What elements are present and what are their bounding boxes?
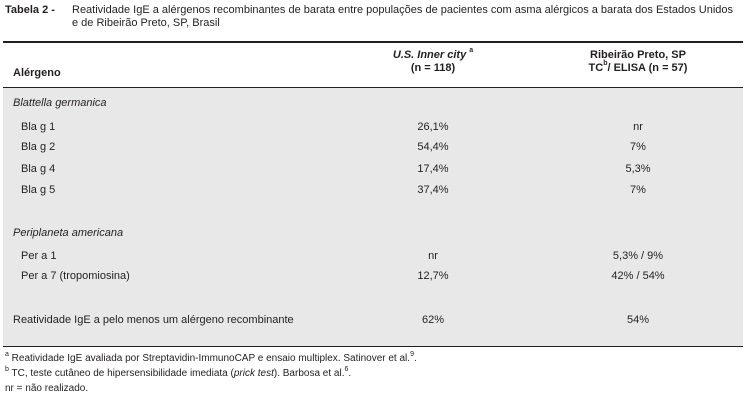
allergen-cell: Per a 1: [21, 250, 57, 262]
header-rp-name: Ribeirão Preto, SP: [590, 49, 686, 61]
footnote-b-italic: prick test: [233, 368, 274, 379]
allergen-cell: Per a 7 (tropomiosina): [21, 270, 130, 282]
us-value-cell: nr: [428, 250, 438, 262]
header-ribeirao-preto: Ribeirão Preto, SP TCb/ ELISA (n = 57): [543, 49, 733, 75]
header-allergen: Alérgeno: [13, 67, 61, 79]
us-value-cell: 54,4%: [417, 141, 449, 153]
allergen-cell: Bla g 2: [21, 141, 56, 153]
header-rp-method-b: / ELISA (n = 57): [607, 62, 688, 74]
footnote-b-text-2: ). Barbosa et al.: [273, 368, 345, 379]
footnote-a: a Reatividade IgE avaliada por Streptavi…: [5, 351, 741, 366]
top-rule: [3, 41, 743, 43]
section-row: Blattella germanica: [3, 96, 743, 111]
rp-value-cell: 5,3% / 9%: [612, 250, 664, 262]
rp-value-cell: 5,3%: [625, 163, 651, 175]
us-value-cell: 37,4%: [417, 184, 449, 196]
us-value-cell: 12,7%: [417, 270, 449, 282]
table-header: Alérgeno U.S. Inner city a (n = 118) Rib…: [3, 43, 743, 87]
table-row: Bla g 2 54,4% 7%: [3, 140, 743, 155]
us-value-cell: 26,1%: [417, 121, 449, 133]
summary-us-value: 62%: [421, 314, 445, 326]
summary-label: Reatividade IgE a pelo menos um alérgeno…: [13, 314, 294, 326]
footnote-b-ref: 6: [344, 365, 349, 373]
table-row: Bla g 1 26,1% nr: [3, 120, 743, 135]
caption-label: Tabela 2 -: [5, 4, 55, 16]
section-title-blattella: Blattella germanica: [13, 97, 107, 109]
header-us-sup: a: [469, 47, 474, 55]
table-row: Per a 1 nr 5,3% / 9%: [3, 249, 743, 264]
footnote-a-ref: 9: [410, 350, 414, 358]
header-rp-sup: b: [603, 60, 608, 68]
header-us-n: (n = 118): [410, 62, 456, 74]
footnote-a-end: .: [413, 353, 417, 364]
allergen-cell: Bla g 4: [21, 163, 56, 175]
allergen-cell: Bla g 1: [21, 121, 56, 133]
summary-row: Reatividade IgE a pelo menos um alérgeno…: [3, 313, 743, 328]
footnote-b-mark: b: [5, 365, 9, 373]
table-footnotes: a Reatividade IgE avaliada por Streptavi…: [5, 351, 741, 396]
table-body: Blattella germanica Bla g 1 26,1% nr Bla…: [3, 88, 743, 346]
footnote-nr: nr = não realizado.: [5, 383, 89, 394]
rp-value-cell: 7%: [630, 141, 646, 153]
us-value-cell: 17,4%: [417, 163, 449, 175]
allergen-cell: Bla g 5: [21, 184, 56, 196]
header-us-name: U.S. Inner city: [392, 49, 467, 61]
footnote-a-mark: a: [5, 350, 9, 358]
header-rule: [3, 87, 743, 88]
section-title-periplaneta: Periplaneta americana: [13, 227, 124, 239]
section-row: Periplaneta americana: [3, 226, 743, 241]
bottom-rule: [3, 346, 743, 347]
caption-text: Reatividade IgE a alérgenos recombinante…: [72, 4, 734, 29]
rp-value-cell: 42% / 54%: [611, 270, 665, 282]
rp-value-cell: nr: [633, 121, 643, 133]
rp-value-cell: 7%: [630, 184, 646, 196]
summary-rp-value: 54%: [626, 314, 650, 326]
table-row: Bla g 5 37,4% 7%: [3, 183, 743, 198]
footnote-b-text-1: TC, teste cutâneo de hipersensibilidade …: [8, 368, 234, 379]
table-row: Bla g 4 17,4% 5,3%: [3, 162, 743, 177]
table-row: Per a 7 (tropomiosina) 12,7% 42% / 54%: [3, 269, 743, 284]
footnote-b: b TC, teste cutâneo de hipersensibilidad…: [5, 366, 741, 381]
footnote-b-end: .: [348, 368, 352, 379]
header-rp-method-a: TC: [588, 62, 604, 74]
header-us-inner-city: U.S. Inner city a (n = 118): [353, 47, 513, 75]
footnote-a-text: Reatividade IgE avaliada por Streptavidi…: [8, 353, 411, 364]
